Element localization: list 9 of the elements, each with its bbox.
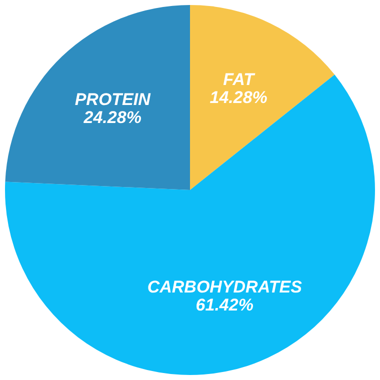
slice-label: PROTEIN: [74, 90, 152, 110]
slice-label: CARBOHYDRATES: [147, 278, 303, 297]
pie-slice: [5, 5, 190, 190]
pie-slice: [190, 5, 335, 190]
data-label: 61.42%: [196, 296, 254, 315]
data-label: 24.28%: [82, 108, 142, 128]
slice-label: FAT: [223, 70, 256, 90]
pie-slice: [5, 74, 375, 375]
data-label: 14.28%: [210, 88, 268, 108]
